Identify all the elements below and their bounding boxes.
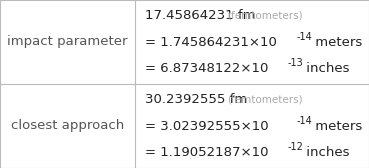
Text: impact parameter: impact parameter [7,35,128,49]
Text: = 6.87348122×10: = 6.87348122×10 [145,61,268,75]
Text: inches: inches [302,61,349,75]
Text: -14: -14 [297,116,313,125]
Text: closest approach: closest approach [11,119,124,133]
Text: = 1.19052187×10: = 1.19052187×10 [145,145,269,159]
Text: -12: -12 [288,141,304,152]
Text: = 1.745864231×10: = 1.745864231×10 [145,35,277,49]
Text: meters: meters [311,119,362,133]
Text: -13: -13 [288,57,304,68]
Text: = 3.02392555×10: = 3.02392555×10 [145,119,269,133]
Text: (femtometers): (femtometers) [227,11,303,21]
Text: meters: meters [311,35,362,49]
Text: 17.45864231 fm: 17.45864231 fm [145,9,255,23]
Text: inches: inches [302,145,349,159]
Text: (femtometers): (femtometers) [227,95,303,105]
Text: -14: -14 [297,32,313,41]
Text: 30.2392555 fm: 30.2392555 fm [145,93,247,107]
